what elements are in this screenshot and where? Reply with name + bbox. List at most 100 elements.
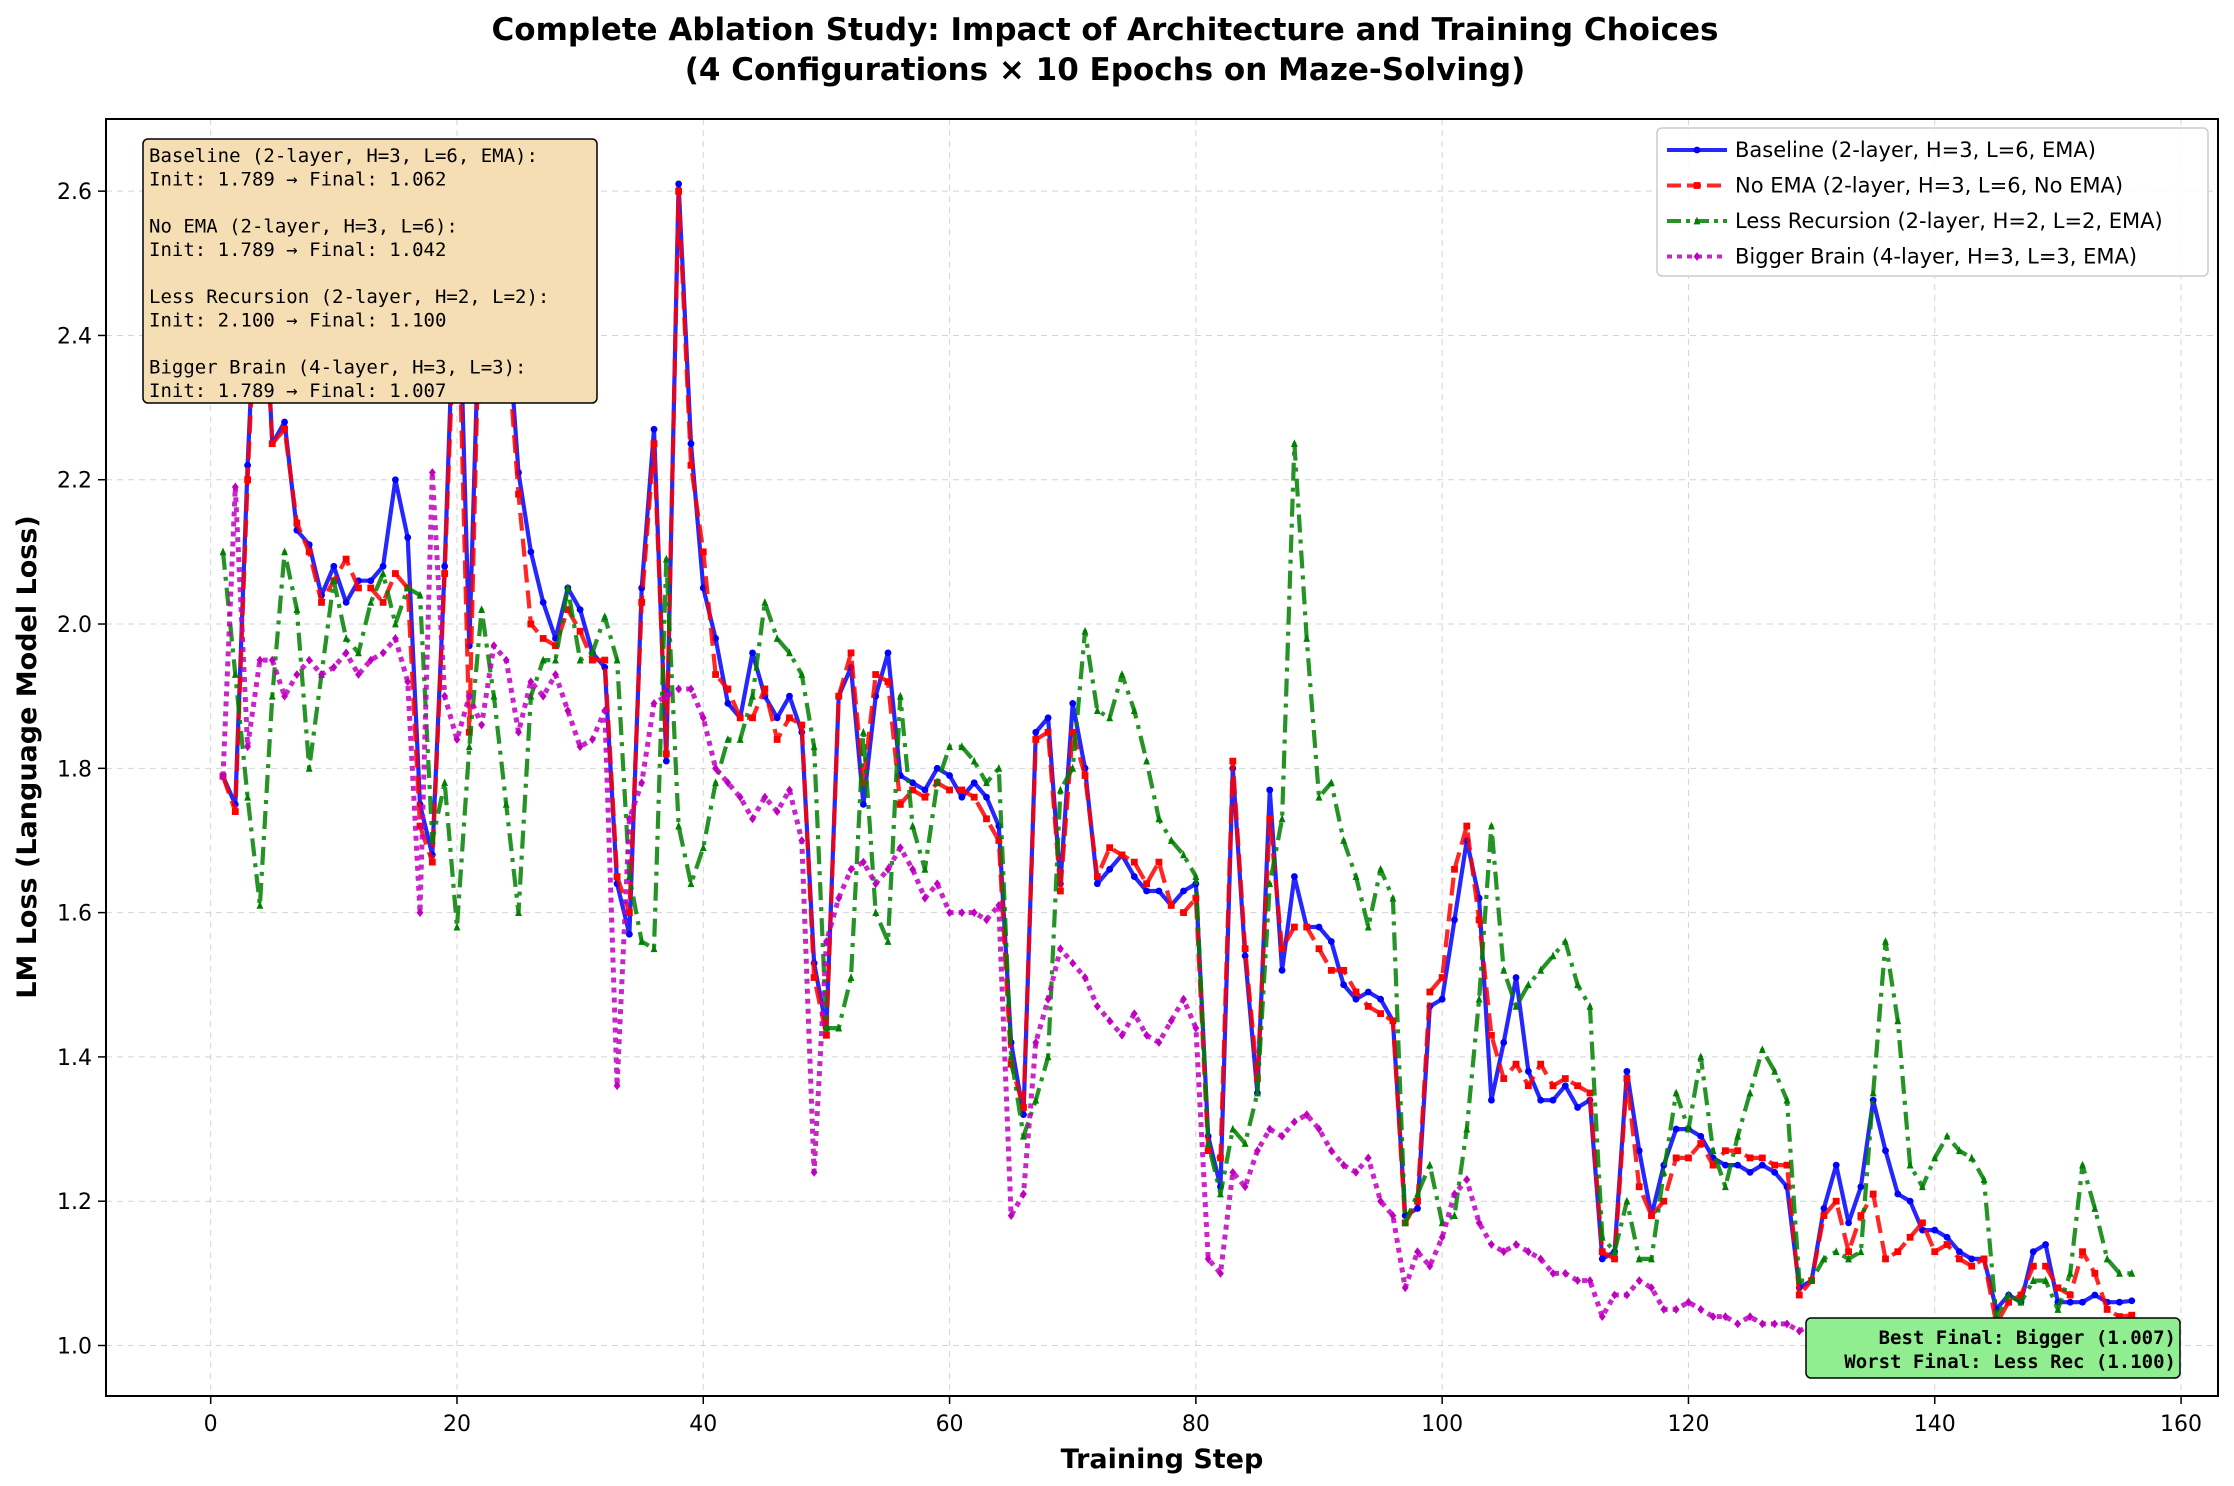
series-point xyxy=(293,670,301,679)
series-point xyxy=(884,649,892,657)
series-point xyxy=(1290,873,1298,880)
series-point xyxy=(318,598,325,606)
series-point xyxy=(1635,1147,1643,1155)
series-point xyxy=(859,857,867,867)
series-line xyxy=(220,470,2133,1343)
stats-info-line: Init: 1.789 → Final: 1.042 xyxy=(149,239,446,261)
series-point xyxy=(724,685,732,693)
series-point xyxy=(1377,864,1384,873)
series-point xyxy=(244,461,252,469)
series-point xyxy=(1463,1124,1471,1133)
series-point xyxy=(1980,1175,1988,1183)
series-point xyxy=(1882,1147,1889,1155)
series-point xyxy=(1685,1124,1692,1133)
series-point xyxy=(1635,1183,1643,1191)
series-point xyxy=(2029,1276,2037,1284)
legend-marker xyxy=(1693,146,1701,154)
series-point xyxy=(1093,1002,1101,1011)
series-point xyxy=(1143,887,1151,895)
series-point xyxy=(552,642,559,650)
series-point xyxy=(1931,1248,1939,1256)
series-point xyxy=(391,476,399,484)
series-point xyxy=(601,706,609,716)
series-point xyxy=(933,778,941,787)
series-point xyxy=(1906,1197,1914,1205)
series-point xyxy=(983,778,990,787)
series-point xyxy=(884,937,892,945)
series-point xyxy=(958,742,966,751)
series-point xyxy=(1648,1254,1655,1263)
series-point xyxy=(379,562,387,570)
series-point xyxy=(244,476,252,484)
series-point xyxy=(749,714,756,722)
series-point xyxy=(699,713,707,723)
series-point xyxy=(305,548,313,556)
series-point xyxy=(625,814,633,824)
series-point xyxy=(1155,1038,1163,1047)
series-point xyxy=(699,843,707,852)
plot-frame xyxy=(105,118,2219,1397)
series-point xyxy=(921,864,929,873)
series-point xyxy=(1919,1182,1926,1191)
series-point xyxy=(1130,858,1138,866)
series-point xyxy=(1204,1139,1212,1147)
series-point xyxy=(1130,1009,1138,1019)
series-point xyxy=(1192,894,1200,902)
series-point xyxy=(404,677,412,687)
series-point xyxy=(736,735,744,743)
series-point xyxy=(749,691,756,700)
series-point xyxy=(995,837,1003,844)
series-point xyxy=(1241,952,1249,960)
series-line xyxy=(220,441,2132,1319)
series-point xyxy=(1389,893,1397,902)
series-point xyxy=(687,440,695,448)
series-point xyxy=(342,634,350,642)
series-point xyxy=(786,692,793,700)
series-point xyxy=(2091,1269,2099,1277)
series-point xyxy=(2017,1291,2025,1299)
series-point xyxy=(416,908,424,918)
series-point xyxy=(1315,792,1323,801)
series-point xyxy=(2042,1276,2049,1284)
series-point xyxy=(1795,1326,1803,1336)
series-point xyxy=(859,727,867,736)
series-point xyxy=(2066,1291,2074,1299)
series-point xyxy=(983,915,990,925)
series-point xyxy=(428,468,436,477)
series-point xyxy=(1463,1175,1471,1184)
series-point xyxy=(527,620,535,628)
series-point xyxy=(1352,988,1360,996)
series-point xyxy=(687,461,695,469)
series-point xyxy=(1401,1218,1409,1227)
series-point xyxy=(1364,988,1372,996)
series-point xyxy=(1229,1167,1237,1177)
series-point xyxy=(1389,1211,1397,1221)
series-point xyxy=(428,836,436,844)
series-point xyxy=(1451,1211,1458,1220)
series-point xyxy=(1660,1167,1668,1176)
y-tick-label: 1.4 xyxy=(57,1046,92,1071)
series-point xyxy=(1537,1254,1545,1264)
series-point xyxy=(1537,1060,1545,1068)
series-point xyxy=(1524,1082,1532,1090)
series-point xyxy=(539,691,547,701)
series-point xyxy=(1180,887,1187,895)
series-point xyxy=(1611,1290,1618,1300)
x-tick-label: 60 xyxy=(936,1412,964,1437)
series-point xyxy=(872,671,880,678)
series-point xyxy=(847,864,855,874)
series-point xyxy=(724,735,732,743)
series-point xyxy=(613,655,621,664)
series-point xyxy=(1143,756,1151,765)
series-point xyxy=(1722,1182,1729,1191)
series-point xyxy=(1266,815,1274,823)
series-point xyxy=(933,879,941,889)
series-point xyxy=(1882,937,1889,945)
x-tick-label: 0 xyxy=(204,1412,218,1437)
series-point xyxy=(1598,1312,1606,1322)
series-point xyxy=(1278,814,1286,823)
series-point xyxy=(1660,1305,1668,1314)
series-point xyxy=(946,742,953,751)
series-point xyxy=(1069,958,1077,968)
series-point xyxy=(1327,1146,1335,1156)
